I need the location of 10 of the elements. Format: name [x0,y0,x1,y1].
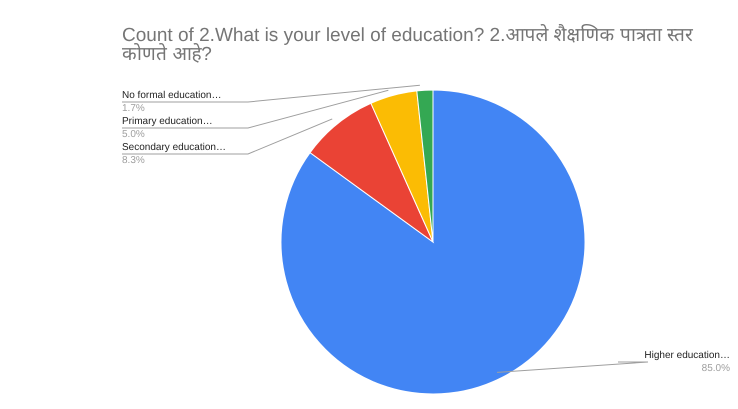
data-label: 85.0% [702,363,730,374]
data-label: 8.3% [122,155,145,166]
pie-slice [280,90,586,394]
slice-label: Higher education… [644,350,730,361]
data-label: 1.7% [122,103,145,114]
data-label: 5.0% [122,129,145,140]
slice-label: Primary education… [122,116,213,127]
slice-label: Secondary education… [122,142,226,153]
chart-title: Count of 2.What is your level of education? 2.आपले शैक्षणिक पात्रता स्तर कोणते आहे? [122,25,694,65]
slice-label: No formal education… [122,90,222,101]
